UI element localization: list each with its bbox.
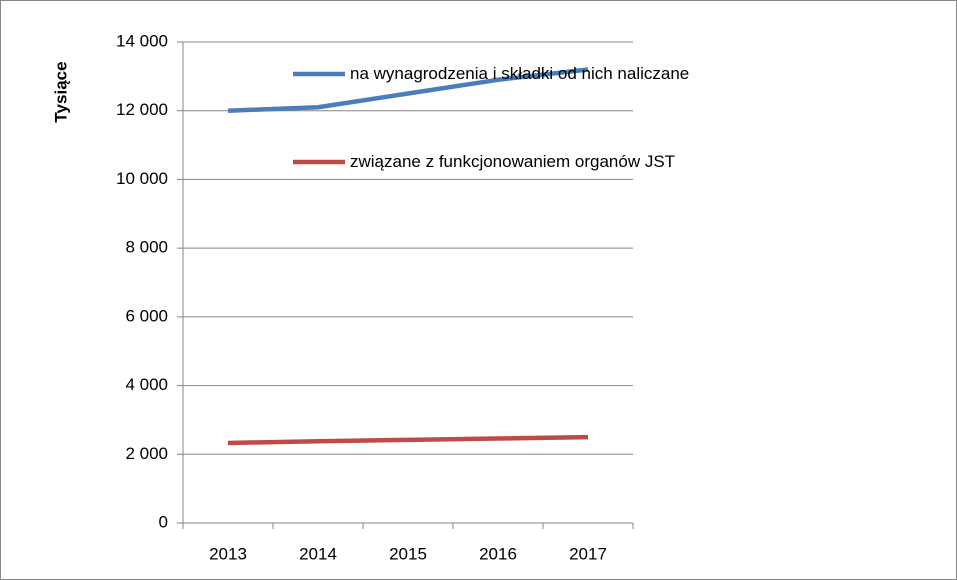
legend-label: związane z funkcjonowaniem organów JST <box>350 152 676 171</box>
y-tick-label: 12 000 <box>116 100 168 119</box>
y-tick-label: 0 <box>159 512 168 531</box>
y-axis-label: Tysiące <box>51 61 70 122</box>
line-series <box>227 67 589 113</box>
y-tick-label: 10 000 <box>116 169 168 188</box>
legend-label: na wynagrodzenia i składki od nich nalic… <box>350 64 690 83</box>
y-tick-label: 14 000 <box>116 31 168 50</box>
line-series <box>227 434 589 446</box>
x-tick-label: 2015 <box>389 544 427 563</box>
y-tick-label: 4 000 <box>125 375 168 394</box>
y-tick-label: 6 000 <box>125 306 168 325</box>
y-tick-label: 8 000 <box>125 238 168 257</box>
x-tick-label: 2017 <box>569 544 607 563</box>
x-tick-label: 2013 <box>209 544 247 563</box>
y-tick-label: 2 000 <box>125 444 168 463</box>
x-tick-label: 2014 <box>299 544 337 563</box>
x-tick-label: 2016 <box>479 544 517 563</box>
